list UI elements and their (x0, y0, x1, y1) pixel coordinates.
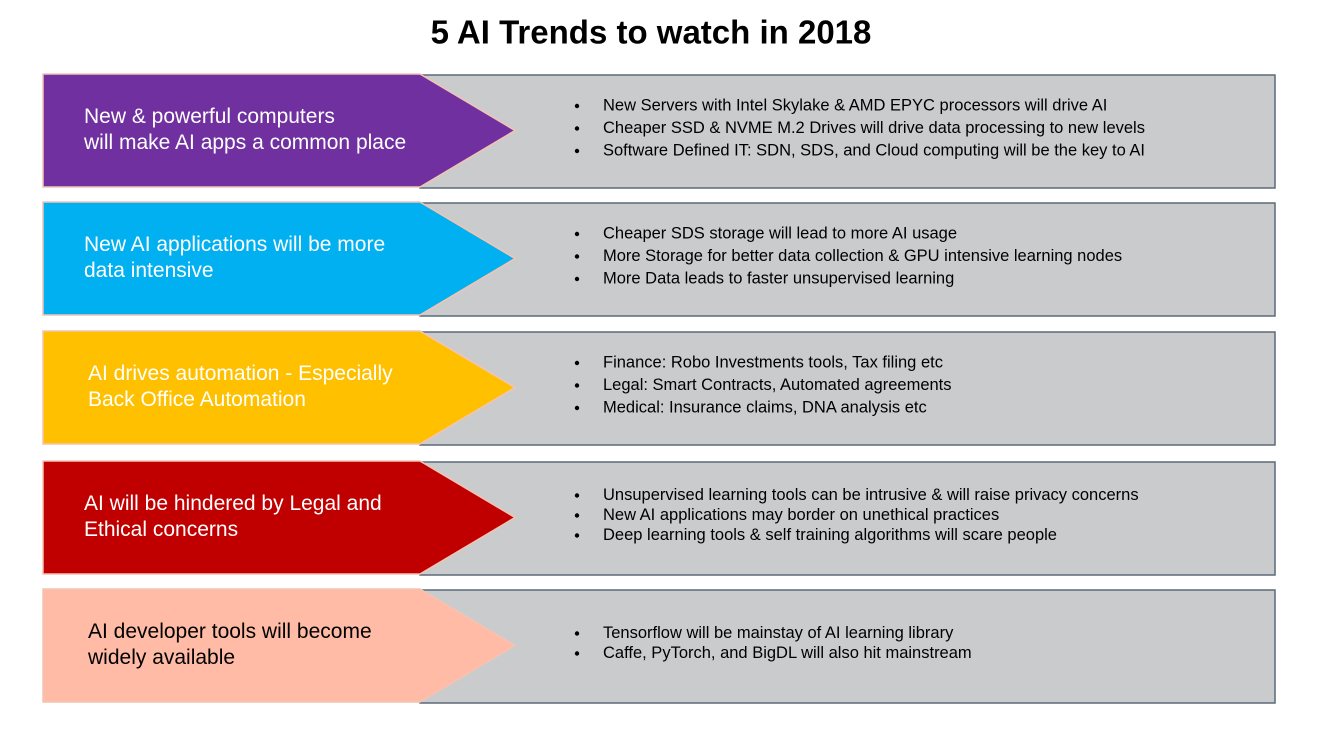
bullet-text: More Data leads to faster unsupervised l… (603, 269, 954, 287)
bullet-dot (574, 231, 580, 237)
bullet-dot (574, 493, 580, 498)
trend-arrow (42, 201, 517, 316)
trend-label: Back Office Automation (88, 388, 306, 411)
bullet-dot (574, 126, 580, 131)
trend-row: AI will be hindered by Legal and Ethical … (42, 460, 1276, 576)
trend-label: data intensive (84, 259, 214, 282)
trend-row: AI developer tools will become widely ava… (42, 588, 1276, 704)
detail-box (419, 589, 1276, 704)
bullet-text: Cheaper SSD & NVME M.2 Drives will drive… (603, 119, 1145, 137)
detail-box (419, 331, 1276, 446)
bullet-text: Deep learning tools & self training algo… (603, 526, 1057, 544)
bullet-text: Medical: Insurance claims, DNA analysis … (603, 398, 927, 416)
detail-box (419, 74, 1276, 189)
bullet-dot (574, 651, 580, 656)
trend-row: New AI applications will be more data int… (42, 201, 1276, 317)
trend-row: AI drives automation - Especially Back Of… (42, 330, 1276, 446)
bullet-text: Cheaper SDS storage will lead to more AI… (603, 224, 957, 242)
bullet-text: Tensorflow will be mainstay of AI learni… (603, 624, 954, 642)
bullet-text: Finance: Robo Investments tools, Tax fil… (603, 353, 943, 371)
bullet-dot (574, 103, 580, 109)
trend-arrow (42, 73, 517, 188)
trend-arrow (42, 588, 517, 703)
detail-box (419, 461, 1276, 576)
trend-arrow (42, 330, 517, 445)
bullet-dot (574, 405, 580, 411)
trend-label: AI developer tools will become (88, 620, 372, 643)
trend-label: AI will be hindered by Legal and (84, 492, 382, 515)
bullet-text: New Servers with Intel Skylake & AMD EPY… (603, 96, 1107, 114)
trend-label: New & powerful computers (84, 105, 335, 128)
trend-label: Ethical concerns (84, 518, 238, 541)
trend-label: New AI applications will be more (84, 233, 385, 256)
bullet-dot (574, 360, 580, 366)
trend-arrow (42, 460, 517, 575)
bullet-dot (574, 276, 580, 282)
bullet-text: Legal: Smart Contracts, Automated agreem… (603, 376, 952, 394)
trend-label: AI drives automation - Especially (88, 362, 393, 385)
bullet-text: New AI applications may border on unethi… (603, 506, 999, 524)
bullet-dot (574, 254, 580, 259)
bullet-text: More Storage for better data collection … (603, 247, 1122, 265)
trend-label: widely available (87, 646, 235, 669)
bullet-text: Caffe, PyTorch, and BigDL will also hit … (603, 644, 972, 662)
bullet-dot (574, 148, 580, 154)
trend-row: New & powerful computers will make AI app… (42, 73, 1276, 189)
bullet-dot (574, 513, 580, 518)
bullet-dot (574, 383, 580, 388)
bullet-text: Unsupervised learning tools can be intru… (603, 486, 1139, 504)
page-title: 5 AI Trends to watch in 2018 (431, 14, 872, 51)
bullet-text: Software Defined IT: SDN, SDS, and Cloud… (603, 141, 1145, 159)
bullet-dot (574, 631, 580, 636)
trend-label: will make AI apps a common place (83, 131, 406, 154)
bullet-dot (574, 533, 580, 538)
